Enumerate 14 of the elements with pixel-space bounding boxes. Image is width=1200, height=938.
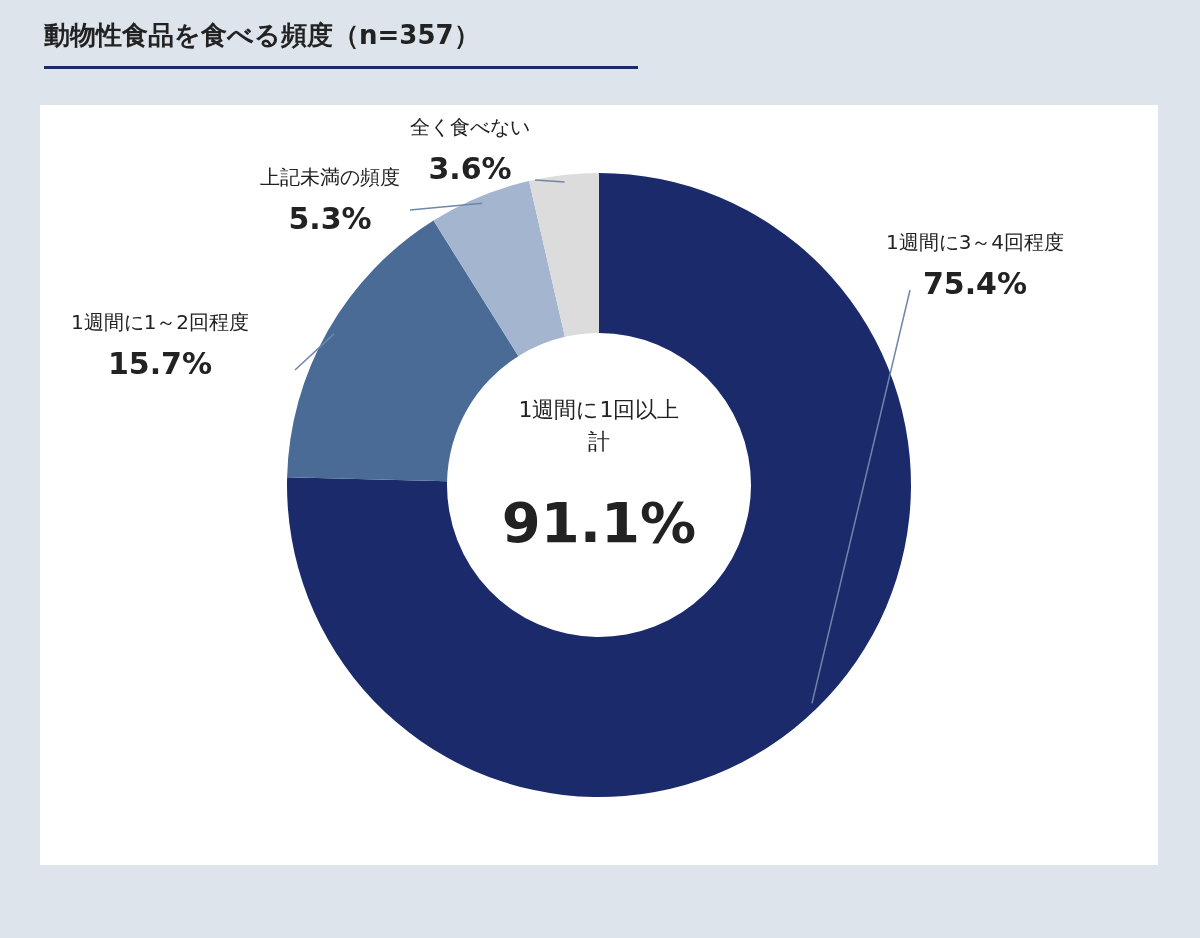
text: 1週間に1回以上 [518, 397, 680, 422]
data-label: 75.4% [922, 266, 1028, 301]
slice-label: 1週間に1～2回程度 [70, 310, 250, 334]
slice-label: 全く食べない [410, 115, 530, 139]
donut-slice [433, 180, 565, 357]
chart-title: 動物性食品を食べる頻度（n=357） [44, 19, 480, 52]
data-label: 5.3% [288, 201, 372, 236]
data-label: 15.7% [107, 346, 213, 381]
data-label: 3.6% [428, 151, 512, 186]
slice-label: 上記未満の頻度 [260, 165, 400, 189]
text: 計 [588, 429, 610, 454]
text: 91.1% [501, 490, 697, 555]
donut-slice [529, 173, 599, 337]
slice-label: 1週間に3～4回程度 [885, 230, 1065, 254]
